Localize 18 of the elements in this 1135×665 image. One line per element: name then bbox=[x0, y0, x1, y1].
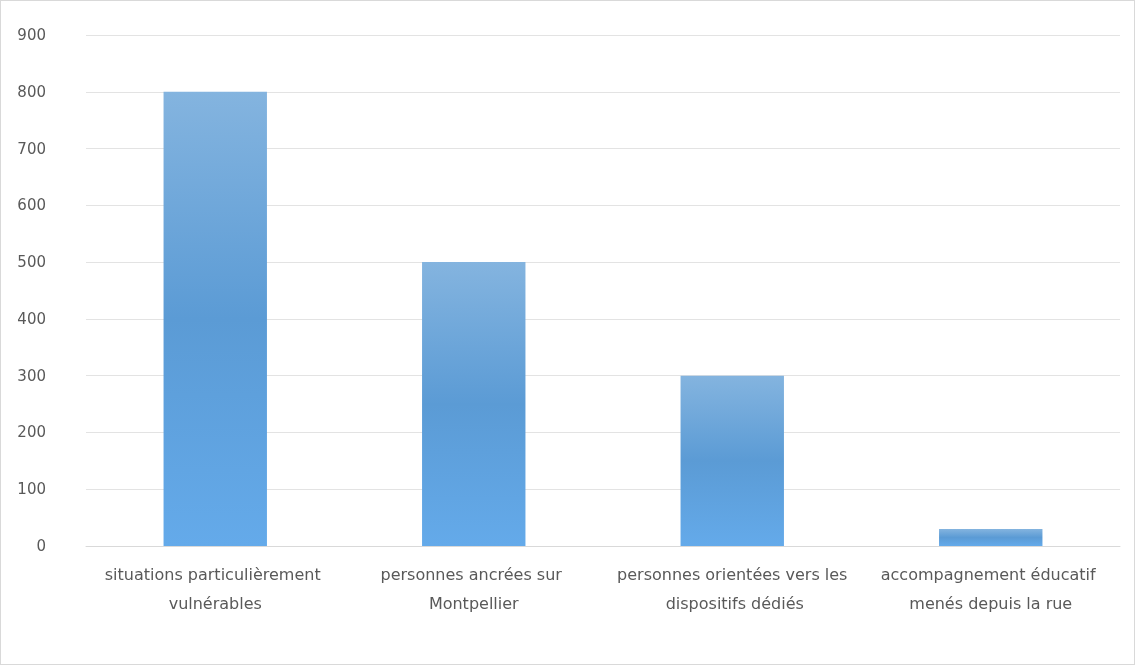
y-tick-label: 0 bbox=[36, 537, 46, 555]
x-tick-label: accompagnement éducatif menés depuis la rue bbox=[880, 565, 1101, 613]
x-tick-label: situations particulièrement vulnérables bbox=[104, 565, 326, 613]
bar bbox=[939, 528, 1043, 546]
y-tick-label: 800 bbox=[17, 82, 46, 101]
y-tick-label: 600 bbox=[17, 196, 46, 215]
y-tick-label: 200 bbox=[17, 423, 46, 442]
bar bbox=[163, 91, 267, 546]
y-tick-label: 400 bbox=[17, 309, 46, 328]
y-tick-label: 100 bbox=[17, 480, 46, 499]
x-tick-label: personnes orientées vers les dispositifs dédiés bbox=[617, 565, 848, 613]
y-tick-label: 300 bbox=[17, 366, 46, 385]
x-tick-label: personnes ancrées sur Montpellier bbox=[380, 565, 567, 613]
y-tick-label: 500 bbox=[17, 253, 46, 272]
y-tick-label: 700 bbox=[17, 139, 46, 158]
y-tick-label: 900 bbox=[17, 26, 46, 44]
bar bbox=[680, 375, 784, 546]
bar bbox=[422, 262, 526, 546]
